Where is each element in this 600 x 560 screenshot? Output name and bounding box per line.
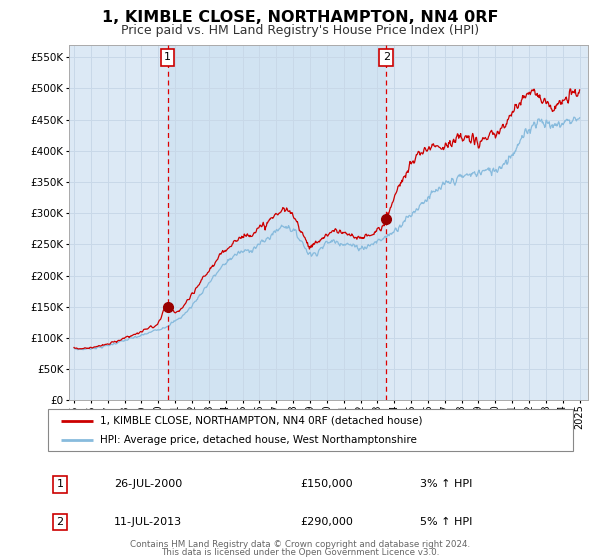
Text: 1: 1 (56, 479, 64, 489)
Bar (167, 45, 386, 400)
Text: 2: 2 (56, 517, 64, 527)
Text: £150,000: £150,000 (300, 479, 353, 489)
Text: 5% ↑ HPI: 5% ↑ HPI (420, 517, 472, 527)
Text: Contains HM Land Registry data © Crown copyright and database right 2024.: Contains HM Land Registry data © Crown c… (130, 540, 470, 549)
Text: 1, KIMBLE CLOSE, NORTHAMPTON, NN4 0RF (detached house): 1, KIMBLE CLOSE, NORTHAMPTON, NN4 0RF (d… (101, 416, 423, 426)
Text: 26-JUL-2000: 26-JUL-2000 (114, 479, 182, 489)
Text: £290,000: £290,000 (300, 517, 353, 527)
Text: HPI: Average price, detached house, West Northamptonshire: HPI: Average price, detached house, West… (101, 435, 418, 445)
Text: 1: 1 (164, 52, 171, 62)
Text: 3% ↑ HPI: 3% ↑ HPI (420, 479, 472, 489)
FancyBboxPatch shape (48, 409, 573, 451)
Text: This data is licensed under the Open Government Licence v3.0.: This data is licensed under the Open Gov… (161, 548, 439, 557)
Text: Price paid vs. HM Land Registry's House Price Index (HPI): Price paid vs. HM Land Registry's House … (121, 24, 479, 36)
Text: 11-JUL-2013: 11-JUL-2013 (114, 517, 182, 527)
Text: 1, KIMBLE CLOSE, NORTHAMPTON, NN4 0RF: 1, KIMBLE CLOSE, NORTHAMPTON, NN4 0RF (102, 10, 498, 25)
Text: 2: 2 (383, 52, 390, 62)
